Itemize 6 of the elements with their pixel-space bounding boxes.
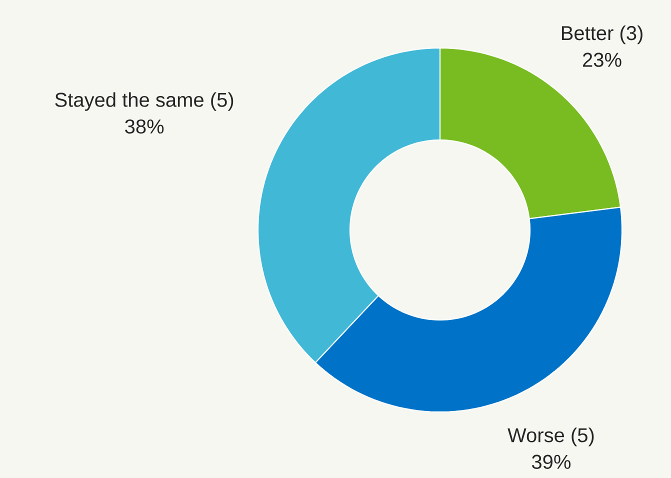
slice-label: Worse (5) xyxy=(508,428,594,446)
data-label: 23% xyxy=(583,52,622,67)
data-label: 39% xyxy=(532,454,571,469)
slice-label: Stayed the same (5) xyxy=(55,92,234,111)
data-label: 38% xyxy=(125,119,164,134)
slice-label: Better (3) xyxy=(562,26,642,44)
